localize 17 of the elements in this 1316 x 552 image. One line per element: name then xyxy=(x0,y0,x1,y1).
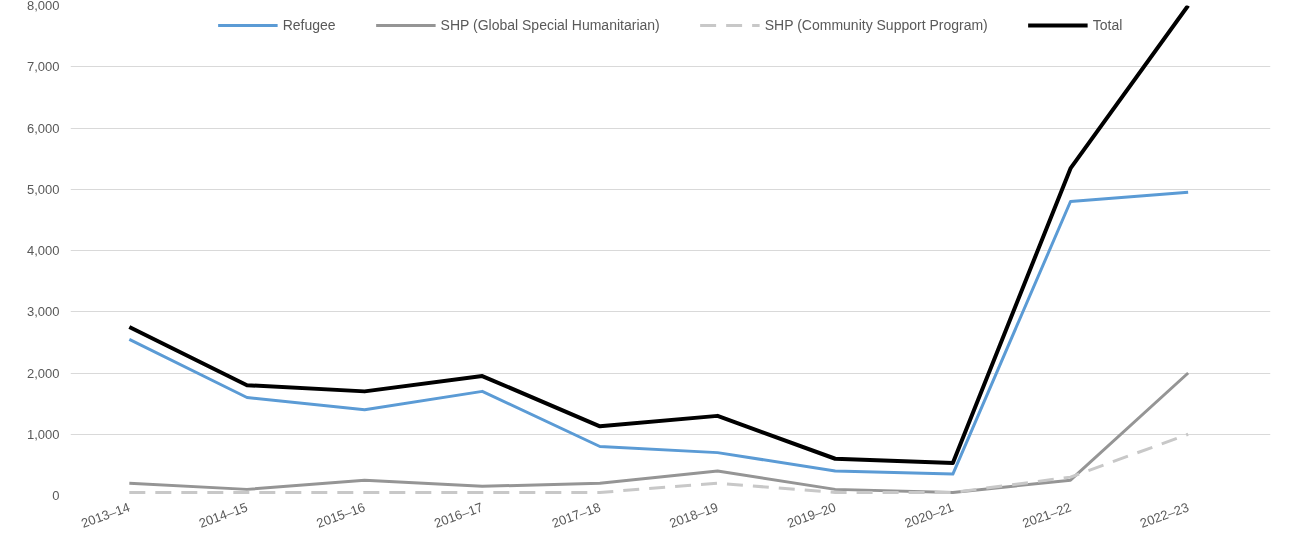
legend-label: SHP (Community Support Program) xyxy=(764,17,988,33)
line-series xyxy=(127,371,1190,494)
line-series xyxy=(127,432,1190,494)
y-tick-label: 0 xyxy=(52,488,60,503)
line-series xyxy=(127,5,1191,466)
line-series xyxy=(127,190,1190,476)
y-tick-label: 6,000 xyxy=(26,120,60,136)
y-tick-label: 3,000 xyxy=(26,304,60,320)
legend-label: Total xyxy=(1092,17,1123,33)
y-tick-label: 4,000 xyxy=(26,243,60,258)
y-tick-label: 7,000 xyxy=(26,59,60,75)
legend-label: Refugee xyxy=(282,17,336,33)
y-tick-label: 2,000 xyxy=(26,365,60,381)
y-tick-label: 1,000 xyxy=(26,426,60,442)
legend-label: SHP (Global Special Humanitarian) xyxy=(440,17,660,33)
y-tick-label: 8,000 xyxy=(26,0,60,13)
y-tick-label: 5,000 xyxy=(26,181,60,197)
